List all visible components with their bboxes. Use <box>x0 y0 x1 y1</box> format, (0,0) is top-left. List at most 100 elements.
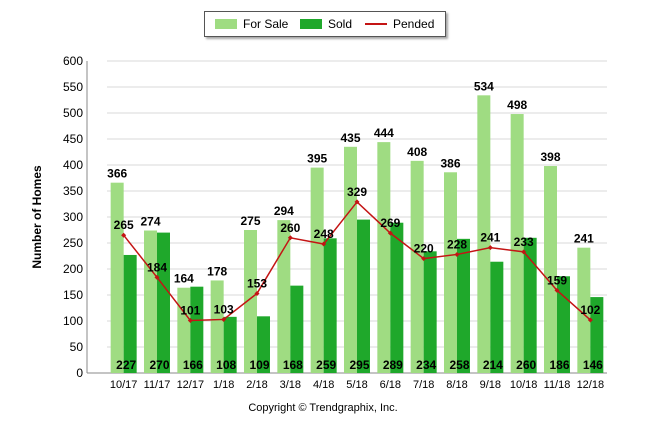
data-label-for-sale: 275 <box>240 214 260 228</box>
y-tick-label: 500 <box>63 106 83 120</box>
legend-item-pended: Pended <box>365 12 434 36</box>
data-label-sold: 186 <box>549 358 569 372</box>
data-label-pended: 269 <box>380 216 400 230</box>
legend: For Sale Sold Pended <box>204 11 446 37</box>
bar-for-sale <box>377 142 391 373</box>
point-pended <box>521 249 527 255</box>
data-label-for-sale: 395 <box>307 152 327 166</box>
bar-for-sale <box>277 220 291 373</box>
bar-sold <box>490 261 504 373</box>
data-label-sold: 168 <box>283 358 303 372</box>
data-label-for-sale: 241 <box>574 232 594 246</box>
data-label-pended: 184 <box>147 260 167 274</box>
bar-for-sale <box>410 160 424 373</box>
data-label-sold: 227 <box>116 358 136 372</box>
point-pended <box>487 245 493 251</box>
y-tick-label: 600 <box>63 54 83 68</box>
data-label-sold: 146 <box>583 358 603 372</box>
data-label-for-sale: 178 <box>207 264 227 278</box>
bar-sold <box>523 237 537 373</box>
data-label-pended: 102 <box>580 303 600 317</box>
legend-swatch-sold <box>300 19 322 29</box>
bar-sold <box>157 232 170 373</box>
y-tick-label: 350 <box>63 184 83 198</box>
legend-item-for-sale: For Sale <box>215 12 288 36</box>
bar-for-sale <box>144 230 157 373</box>
point-pended <box>587 317 593 323</box>
x-tick-label: 9/18 <box>480 379 501 391</box>
data-label-sold: 258 <box>449 358 469 372</box>
x-tick-label: 3/18 <box>280 379 301 391</box>
data-label-pended: 329 <box>347 185 367 199</box>
y-tick-label: 400 <box>63 158 83 172</box>
bar-for-sale <box>310 167 324 373</box>
x-tick-label: 7/18 <box>413 379 434 391</box>
bar-sold <box>123 254 137 373</box>
data-label-for-sale: 164 <box>174 272 194 286</box>
y-tick-label: 550 <box>63 80 83 94</box>
data-label-for-sale: 366 <box>107 167 127 181</box>
bar-sold <box>323 238 337 373</box>
data-label-pended: 248 <box>314 227 334 241</box>
bar-sold <box>590 297 604 373</box>
bar-for-sale <box>577 247 591 373</box>
legend-swatch-for-sale <box>215 19 237 29</box>
bar-for-sale <box>244 230 257 373</box>
point-pended <box>121 232 127 238</box>
data-label-sold: 259 <box>316 358 336 372</box>
data-label-for-sale: 498 <box>507 98 527 112</box>
point-pended <box>221 316 227 322</box>
data-label-for-sale: 408 <box>407 145 427 159</box>
data-label-pended: 233 <box>514 235 534 249</box>
y-tick-label: 450 <box>63 132 83 146</box>
point-pended <box>287 235 293 241</box>
y-axis-label: Number of Homes <box>30 165 44 269</box>
y-tick-label: 150 <box>63 288 83 302</box>
data-label-pended: 260 <box>280 221 300 235</box>
point-pended <box>254 290 260 296</box>
x-tick-label: 12/18 <box>577 379 605 391</box>
data-label-sold: 289 <box>383 358 403 372</box>
y-tick-label: 0 <box>76 366 83 380</box>
data-label-sold: 260 <box>516 358 536 372</box>
data-label-pended: 153 <box>247 276 267 290</box>
x-tick-label: 10/17 <box>110 379 138 391</box>
bar-sold <box>557 276 570 373</box>
data-label-pended: 241 <box>480 231 500 245</box>
bar-for-sale <box>544 166 557 373</box>
copyright-text: Copyright © Trendgraphix, Inc. <box>248 402 398 414</box>
bar-for-sale <box>344 146 357 373</box>
bar-sold <box>390 222 404 373</box>
x-tick-label: 1/18 <box>213 379 234 391</box>
legend-swatch-pended <box>365 23 387 25</box>
data-label-pended: 159 <box>547 273 567 287</box>
y-tick-label: 50 <box>70 340 84 354</box>
x-tick-label: 8/18 <box>446 379 467 391</box>
point-pended <box>187 317 193 323</box>
bar-sold <box>423 251 437 373</box>
legend-label-for-sale: For Sale <box>243 17 289 31</box>
bar-sold <box>357 219 370 373</box>
x-tick-label: 5/18 <box>346 379 367 391</box>
y-tick-label: 100 <box>63 314 83 328</box>
x-tick-label: 11/17 <box>144 379 171 391</box>
bar-sold <box>223 316 237 373</box>
legend-item-sold: Sold <box>300 12 352 36</box>
data-label-pended: 103 <box>214 302 234 316</box>
point-pended <box>354 199 360 205</box>
data-label-pended: 228 <box>447 237 467 251</box>
x-tick-label: 12/17 <box>177 379 205 391</box>
bar-for-sale <box>110 182 124 373</box>
bar-sold <box>190 286 204 373</box>
bar-for-sale <box>477 95 491 373</box>
bar-sold <box>290 285 304 373</box>
x-tick-label: 10/18 <box>510 379 538 391</box>
data-label-sold: 270 <box>149 358 169 372</box>
data-label-for-sale: 294 <box>274 204 294 218</box>
data-label-for-sale: 398 <box>540 150 560 164</box>
bar-for-sale <box>210 280 224 373</box>
data-label-sold: 109 <box>249 358 269 372</box>
data-label-pended: 265 <box>114 218 134 232</box>
point-pended <box>454 251 460 257</box>
